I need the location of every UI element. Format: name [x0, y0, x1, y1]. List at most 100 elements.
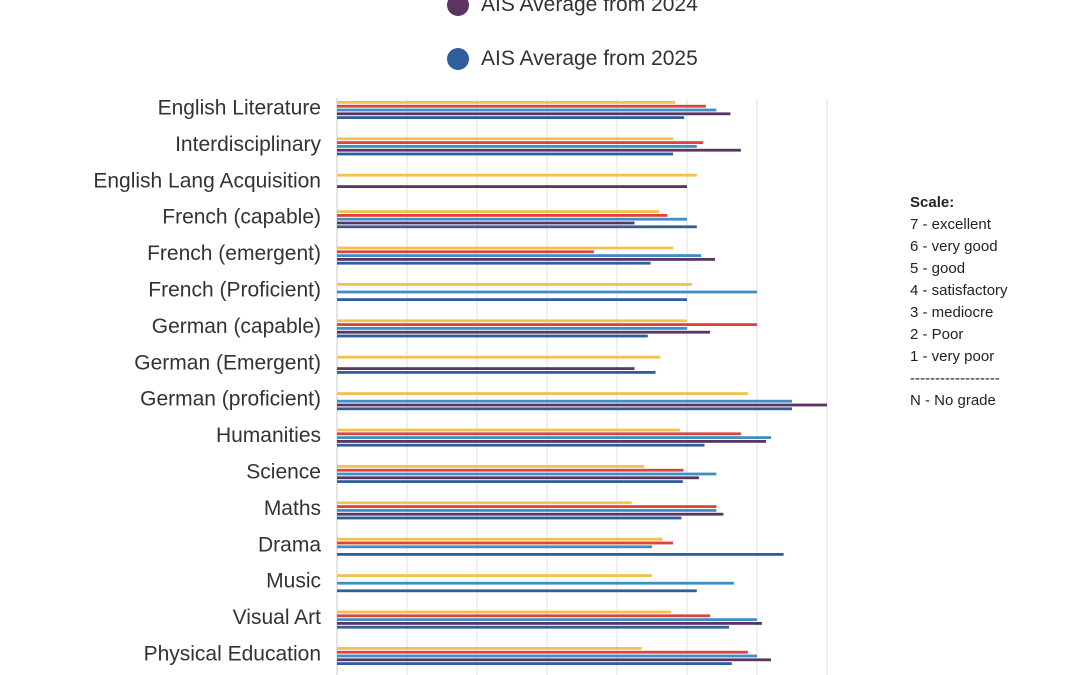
bar	[337, 355, 661, 359]
bar	[337, 217, 687, 221]
bar	[337, 261, 651, 265]
category-label: English Lang Acquisition	[93, 169, 321, 192]
legend-item-2024: AIS Average from 2024	[447, 0, 698, 17]
category-label: Science	[246, 461, 321, 484]
bar	[337, 152, 673, 156]
legend-marker-2024	[447, 0, 469, 16]
category-label: Humanities	[216, 424, 321, 447]
bar	[337, 141, 704, 144]
bar	[337, 221, 635, 225]
category-label: French (capable)	[162, 206, 321, 229]
category-labels: English Literature Interdisciplinary Engli…	[93, 97, 321, 666]
bars	[337, 101, 827, 665]
bar	[337, 392, 748, 395]
bar	[337, 371, 656, 374]
bar	[337, 465, 645, 468]
bar	[337, 148, 741, 152]
bar	[337, 440, 767, 443]
bar	[337, 516, 682, 520]
category-label: Interdisciplinary	[175, 133, 321, 156]
bar	[337, 662, 732, 665]
bar	[337, 101, 676, 104]
bar	[337, 512, 724, 516]
bar	[337, 407, 792, 411]
bar	[337, 330, 711, 334]
bar	[337, 537, 663, 541]
scale-item: 6 - very good	[910, 238, 998, 255]
bar	[337, 625, 729, 629]
bar	[337, 501, 632, 505]
bar	[337, 173, 697, 177]
bar	[337, 622, 762, 625]
bar	[337, 545, 652, 549]
bar	[337, 443, 705, 447]
legend-marker-2025	[447, 48, 469, 70]
legend-item-2025: AIS Average from 2025	[447, 47, 698, 71]
scale-item: 3 - mediocre	[910, 304, 994, 321]
bar	[337, 258, 715, 261]
bar	[337, 618, 757, 621]
bar	[337, 283, 692, 286]
legend-label-2024: AIS Average from 2024	[481, 0, 698, 16]
category-label: German (Emergent)	[134, 351, 321, 374]
legend-label-2025: AIS Average from 2025	[481, 47, 698, 70]
scale-item: 5 - good	[910, 260, 966, 277]
bar	[337, 654, 757, 658]
bar	[337, 399, 792, 403]
bar	[337, 403, 827, 407]
bar	[337, 254, 701, 257]
bar	[337, 509, 717, 512]
bar	[337, 246, 673, 250]
bar	[337, 210, 659, 213]
bar	[337, 553, 784, 556]
bar	[337, 650, 748, 654]
bar	[337, 658, 771, 662]
bar	[337, 145, 697, 148]
bar	[337, 334, 648, 338]
bar	[337, 290, 757, 294]
bar	[337, 647, 642, 650]
scale-divider: ------------------	[910, 370, 1000, 387]
category-label: German (proficient)	[140, 388, 321, 411]
bar	[337, 319, 687, 323]
bar	[337, 250, 594, 254]
bar	[337, 480, 683, 483]
bar	[337, 476, 699, 480]
bar	[337, 428, 680, 432]
category-label: Drama	[258, 533, 321, 556]
bar	[337, 468, 684, 472]
grid-lines	[336, 98, 828, 675]
bar	[337, 116, 685, 119]
category-label: English Literature	[158, 97, 321, 120]
category-label: Visual Art	[233, 606, 321, 629]
scale-item: 4 - satisfactory	[910, 282, 1008, 299]
bar	[337, 327, 687, 330]
bar	[337, 185, 687, 188]
bar	[337, 108, 717, 112]
bar	[337, 214, 668, 217]
bar	[337, 472, 717, 476]
bar	[337, 436, 771, 439]
bar	[337, 432, 741, 436]
bar	[337, 137, 673, 141]
bar	[337, 505, 717, 508]
category-label: French (Proficient)	[148, 279, 321, 302]
category-label: French (emergent)	[147, 242, 321, 265]
scale-item: 7 - excellent	[910, 216, 991, 233]
bar	[337, 541, 673, 545]
bar	[337, 581, 734, 585]
category-label: German (capable)	[152, 315, 321, 338]
bar	[337, 574, 652, 577]
category-label: Music	[266, 570, 321, 593]
bar	[337, 104, 706, 108]
bar	[337, 323, 757, 326]
scale-item: 2 - Poor	[910, 326, 964, 343]
bar	[337, 610, 671, 614]
scale-key: Scale: 7 - excellent 6 - very good 5 - g…	[910, 192, 1008, 412]
scale-item: 1 - very poor	[910, 348, 995, 365]
bar	[337, 614, 711, 618]
scale-title: Scale:	[910, 194, 955, 211]
scale-item: N - No grade	[910, 392, 996, 409]
bar	[337, 298, 687, 301]
